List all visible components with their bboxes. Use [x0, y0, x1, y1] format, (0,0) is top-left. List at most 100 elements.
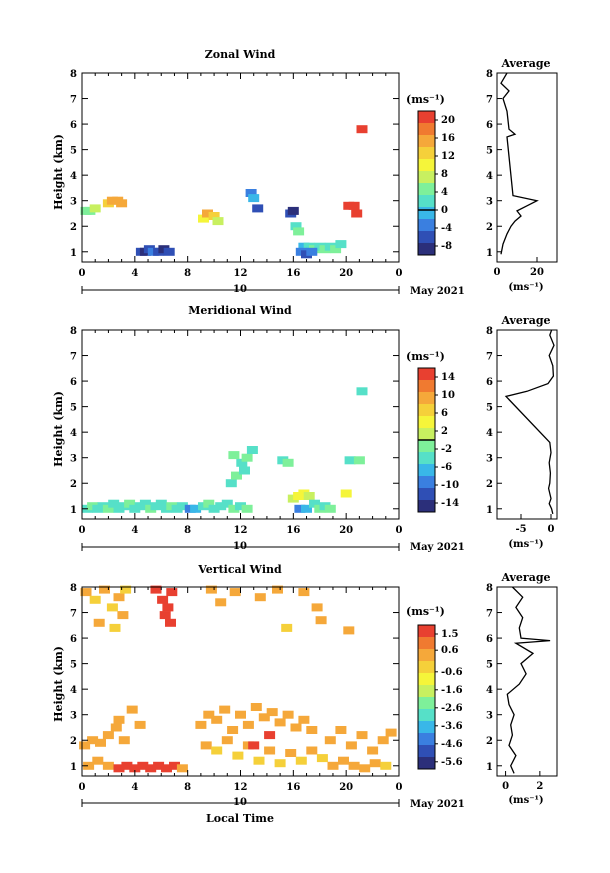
heatmap-cell	[345, 741, 357, 750]
heatmap-cell	[301, 504, 312, 513]
heatmap-cell	[150, 585, 162, 594]
avg-y-tick-label: 2	[486, 736, 493, 747]
x-tick-label: 16	[286, 782, 300, 793]
avg-x-tick-label: 20	[530, 267, 544, 278]
heatmap-cell	[235, 502, 246, 511]
heatmap-cell	[137, 761, 149, 770]
heatmap-cell	[106, 603, 118, 612]
heatmap-cell	[353, 456, 365, 465]
heatmap-cell	[195, 720, 207, 729]
avg-y-tick-label: 6	[486, 120, 493, 131]
heatmap-cell	[285, 749, 297, 757]
heatmap-cell	[203, 710, 215, 719]
y-tick-label: 1	[70, 248, 77, 259]
zonal-date-bar: 10 May 2021	[81, 284, 465, 297]
heatmap-cell	[359, 764, 371, 773]
avg-y-tick-label: 8	[486, 326, 493, 337]
colorbar-segment	[418, 183, 435, 196]
heatmap-cell	[250, 703, 262, 711]
heatmap-cell	[356, 387, 368, 396]
heatmap-cell	[254, 593, 266, 602]
meridional-title: Meridional Wind	[188, 304, 292, 317]
meridional-date-label: 10	[233, 541, 247, 552]
heatmap-cell	[203, 499, 215, 508]
heatmap-cell	[95, 738, 106, 747]
y-tick-label: 5	[70, 403, 77, 414]
y-tick-label: 5	[70, 660, 77, 671]
colorbar-segment	[418, 392, 435, 405]
avg-y-tick-label: 5	[486, 403, 493, 414]
heatmap-cell	[356, 125, 368, 134]
heatmap-cell	[227, 726, 239, 734]
colorbar-tick-label: -3.6	[441, 721, 463, 732]
heatmap-cell	[295, 756, 307, 765]
heatmap-cell	[190, 504, 202, 513]
heatmap-cell	[155, 499, 167, 508]
heatmap-cell	[102, 504, 114, 513]
heatmap-cell	[225, 479, 237, 488]
colorbar-tick-label: -4.6	[441, 739, 463, 750]
average-line	[504, 329, 555, 515]
colorbar-segment	[418, 637, 435, 650]
colorbar-segment	[418, 452, 435, 465]
heatmap-cell	[99, 585, 110, 594]
colorbar-segment	[418, 416, 435, 429]
colorbar-tick-label: 1.5	[441, 629, 458, 640]
heatmap-cell	[176, 764, 188, 773]
heatmap-cell	[241, 453, 253, 462]
avg-y-tick-label: 4	[486, 171, 493, 182]
heatmap-cell	[282, 710, 294, 719]
vertical-date-bar: 10 May 2021	[81, 797, 465, 810]
y-tick-label: 3	[70, 454, 77, 465]
zonal-avg-unit: (ms⁻¹)	[508, 282, 543, 293]
colorbar-segment	[418, 171, 435, 184]
avg-y-tick-label: 6	[486, 377, 493, 388]
heatmap-cell	[248, 194, 260, 203]
heatmap-cell	[159, 611, 171, 620]
heatmap-cell	[351, 209, 363, 218]
y-tick-label: 7	[70, 609, 77, 620]
colorbar-segment	[418, 123, 435, 136]
y-tick-label: 2	[70, 736, 77, 747]
avg-x-tick-label: 2	[536, 781, 543, 792]
heatmap-cell	[369, 759, 381, 768]
vertical-month-label: May 2021	[410, 799, 465, 810]
heatmap-cell	[124, 499, 136, 508]
heatmap-cell	[211, 746, 223, 755]
vertical-heatmap	[79, 585, 397, 773]
heatmap-cell	[282, 458, 294, 467]
heatmap-cell	[228, 504, 240, 513]
heatmap-cell	[205, 585, 217, 594]
heatmap-cell	[335, 240, 347, 249]
heatmap-cell	[253, 756, 265, 765]
avg-y-tick-label: 4	[486, 428, 493, 439]
heatmap-cell	[121, 761, 133, 770]
x-tick-label: 4	[131, 782, 138, 793]
heatmap-cell	[367, 746, 379, 755]
heatmap-cell	[272, 585, 283, 594]
y-tick-label: 6	[70, 377, 77, 388]
vertical-avg-frame	[496, 586, 558, 777]
colorbar-tick-label: 12	[441, 151, 455, 162]
vertical-panel: Vertical Wind Height (km) 0 4 8 12 16 20 0 1 12…	[52, 563, 558, 825]
heatmap-cell	[258, 713, 270, 722]
heatmap-cell	[165, 618, 176, 627]
colorbar-segment	[418, 757, 435, 770]
heatmap-cell	[330, 245, 342, 254]
colorbar-segment	[418, 195, 435, 208]
heatmap-cell	[294, 504, 306, 513]
zonal-average-profile: 0 20	[494, 72, 544, 278]
avg-x-tick-label: 0	[494, 267, 501, 278]
avg-y-tick-label: 7	[486, 352, 493, 363]
colorbar-segment	[418, 733, 435, 746]
heatmap-cell	[266, 708, 278, 717]
zonal-x-ticks: 0 4 8 12 16 20 0	[79, 73, 403, 279]
heatmap-cell	[309, 499, 320, 508]
avg-y-tick-label: 3	[486, 454, 493, 465]
heatmap-cell	[315, 616, 327, 625]
x-tick-label: 20	[339, 268, 353, 279]
colorbar-segment	[418, 404, 435, 417]
heatmap-cell	[324, 504, 336, 513]
heatmap-cell	[348, 761, 360, 770]
